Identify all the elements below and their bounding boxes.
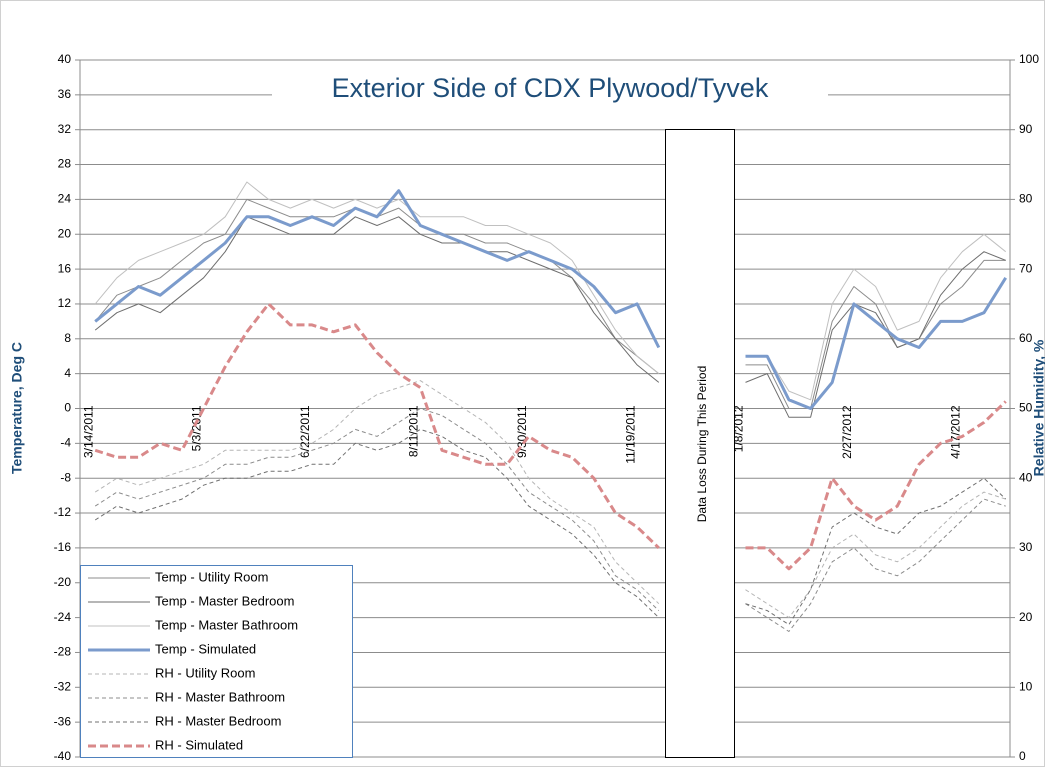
legend-label: Temp - Simulated — [155, 641, 256, 656]
y-tick-label: 36 — [58, 87, 72, 101]
y2-tick-label: 30 — [1019, 540, 1033, 554]
x-tick-label: 9/30/2011 — [515, 405, 529, 458]
series-line — [94, 380, 1006, 619]
y-tick-label: 16 — [58, 261, 72, 275]
legend-label: RH - Utility Room — [155, 665, 255, 680]
legend-label: RH - Master Bathroom — [155, 689, 285, 704]
y-tick-label: -24 — [54, 610, 72, 624]
title-background — [272, 68, 828, 112]
legend-entries: Temp - Utility Room Temp - Master Bedroom… — [88, 569, 298, 752]
x-tick-label: 11/19/2011 — [623, 405, 637, 464]
y-tick-label: -12 — [54, 505, 72, 519]
x-tick-label: 2/27/2012 — [840, 405, 854, 459]
chart-title: Exterior Side of CDX Plywood/Tyvek — [332, 73, 769, 103]
y-tick-label: 0 — [64, 401, 71, 415]
x-tick-label: 6/22/2011 — [298, 405, 312, 458]
y-tick-label: 24 — [58, 192, 72, 206]
y2-tick-label: 70 — [1019, 261, 1033, 275]
series-line — [94, 302, 1007, 571]
y-tick-label: -40 — [54, 749, 72, 763]
y2-tick-label: 90 — [1019, 122, 1033, 136]
legend — [80, 565, 353, 758]
y-tick-label: 40 — [58, 52, 72, 66]
y-tick-label: -8 — [60, 470, 71, 484]
y2-tick-label: 80 — [1019, 192, 1033, 206]
y2-tick-label: 0 — [1019, 749, 1026, 763]
y-tick-label: 32 — [58, 122, 72, 136]
y-tick-label: -4 — [60, 436, 71, 450]
x-tick-label: 1/8/2012 — [732, 405, 746, 452]
series-line — [94, 181, 1007, 401]
series-line — [94, 408, 1006, 632]
plot — [94, 181, 1007, 632]
y2-tick-label: 50 — [1019, 401, 1033, 415]
data-loss-box — [665, 129, 735, 758]
y2-tick-label: 40 — [1019, 470, 1033, 484]
y2-tick-label: 60 — [1019, 331, 1033, 345]
y-tick-label: -20 — [54, 575, 72, 589]
legend-label: Temp - Master Bedroom — [155, 593, 294, 608]
series-line — [94, 189, 1007, 410]
y2-tick-label: 10 — [1019, 679, 1033, 693]
y-tick-label: 20 — [58, 226, 72, 240]
y-tick-label: -32 — [54, 679, 72, 693]
y-tick-label: 4 — [64, 366, 71, 380]
x-tick-label: 3/14/2011 — [81, 405, 95, 458]
y2-axis-title: Relative Humidity, % — [1031, 339, 1045, 476]
y-tick-label: -36 — [54, 714, 72, 728]
x-tick-label: 5/3/2011 — [190, 405, 204, 451]
y-tick-label: 12 — [58, 296, 72, 310]
x-tick-label: 4/17/2012 — [948, 405, 962, 459]
legend-label: Temp - Master Bathroom — [155, 617, 298, 632]
x-tick-label: 8/11/2011 — [407, 405, 421, 457]
y-tick-label: -16 — [54, 540, 72, 554]
y-tick-label: -28 — [54, 645, 72, 659]
y2-tick-label: 20 — [1019, 610, 1033, 624]
y-tick-label: 28 — [58, 157, 72, 171]
annotation: Data Loss During This Period — [695, 366, 709, 523]
series-line — [94, 428, 1007, 626]
y-axis-title: Temperature, Deg C — [9, 342, 25, 474]
legend-label: RH - Master Bedroom — [155, 713, 281, 728]
y-tick-label: 8 — [64, 331, 71, 345]
y2-tick-label: 100 — [1019, 52, 1039, 66]
legend-label: RH - Simulated — [155, 737, 243, 752]
series-line — [94, 216, 1006, 418]
legend-label: Temp - Utility Room — [155, 569, 268, 584]
